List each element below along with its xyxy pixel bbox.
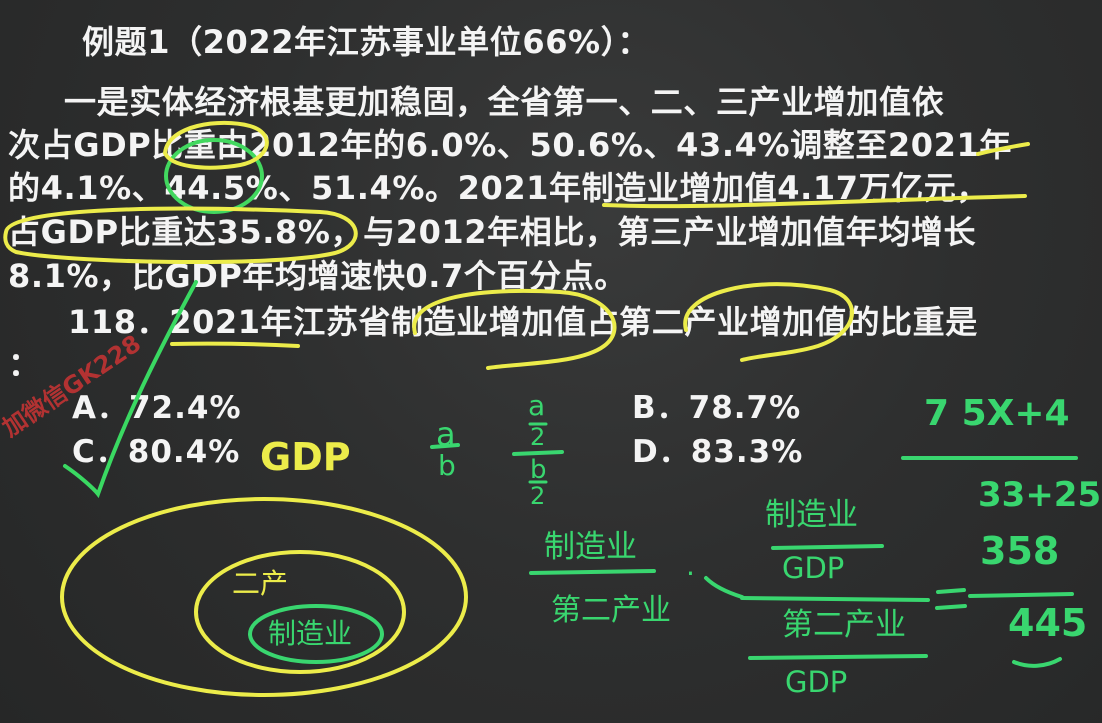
passage-line-3: 的4.1%、44.5%、51.4%。2021年制造业增加值4.17万亿元， [8, 169, 989, 207]
ratio-right-numerator-bottom: GDP [782, 551, 845, 585]
option-d: D．83.3% [632, 434, 804, 470]
calc-1: 33+25 [978, 475, 1102, 515]
option-b: B．78.7% [632, 390, 802, 426]
problem-title: 例题1（2022年江苏事业单位66%）： [82, 23, 650, 61]
option-c: C．80.4% [72, 434, 241, 470]
passage-line-1: 一是实体经济根基更加稳固，全省第一、二、三产业增加值依 [64, 83, 945, 121]
secondary-industry-ellipse [194, 550, 406, 674]
outer-label: 二产 [232, 567, 289, 600]
fraction-left-numerator: a [436, 415, 456, 453]
option-a: A．72.4% [72, 390, 242, 426]
fraction-left-denominator: b [438, 449, 456, 482]
ratio-line-right-main [740, 596, 930, 602]
ratio-line-right-bottom [748, 654, 928, 660]
ratio-dot: · [686, 557, 695, 590]
ratio-right-denominator-top: 第二产业 [782, 607, 906, 643]
question-line: 118．2021年江苏省制造业增加值占第二产业增加值的比重是 [68, 303, 978, 341]
question-colon: ： [8, 345, 41, 383]
ratio-line-left [529, 569, 656, 575]
tilde-mark [1012, 657, 1062, 668]
ratio-line-right-top [771, 544, 884, 550]
inner-label: 制造业 [268, 617, 353, 650]
fraction-mid-numerator: a [528, 389, 546, 422]
fraction-mid-den-top: b [530, 455, 547, 485]
annotation-underline-question-year [170, 341, 300, 348]
gdp-yellow-annotation: GDP [260, 435, 351, 479]
calc-2: 358 [980, 529, 1060, 573]
ratio-left-denominator: 第二产业 [551, 593, 671, 628]
ratio-right-numerator-top: 制造业 [765, 497, 858, 533]
fraction-mid-den-bottom: 2 [530, 482, 546, 510]
fraction-line-middle [512, 450, 564, 456]
calc-top: 7 5X+4 [924, 393, 1070, 434]
passage-line-5: 8.1%，比GDP年均增速快0.7个百分点。 [8, 257, 627, 295]
ratio-right-denominator-bottom: GDP [785, 665, 848, 699]
passage-line-2: 次占GDP比重由2012年的6.0%、50.6%、43.4%调整至2021年 [8, 126, 1012, 164]
fraction-mid-mid: 2 [530, 423, 546, 451]
calc-3: 445 [1008, 601, 1088, 645]
ratio-left-numerator: 制造业 [544, 529, 637, 565]
calc-line [968, 592, 1074, 598]
equals-sign [935, 588, 967, 610]
ratio-arrow-curve [704, 576, 744, 599]
passage-line-4: 占GDP比重达35.8%，与2012年相比，第三产业增加值年均增长 [8, 213, 977, 251]
